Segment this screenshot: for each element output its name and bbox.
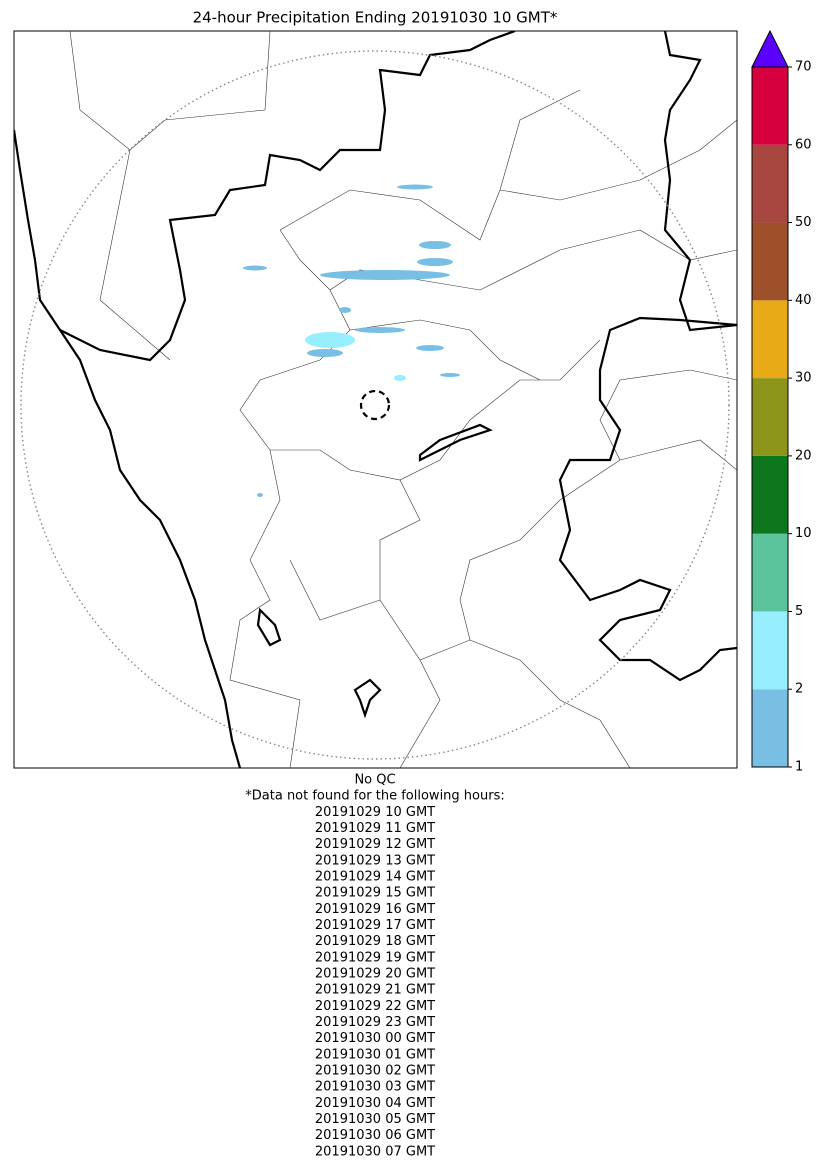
colorbar-segment <box>752 378 788 456</box>
colorbar: 1 2 5 10 20 30 40 50 60 70 <box>751 29 812 775</box>
colorbar-tick-label: 5 <box>795 604 803 619</box>
district-borders <box>69 31 737 768</box>
qc-note: No QC <box>354 773 395 788</box>
missing-hour: 20191029 15 GMT <box>315 886 435 901</box>
missing-hour: 20191029 13 GMT <box>315 853 435 868</box>
colorbar-tick-label: 2 <box>795 682 803 697</box>
missing-hour: 20191030 03 GMT <box>315 1080 435 1095</box>
colorbar-tick-label: 10 <box>795 526 812 541</box>
missing-hour: 20191029 22 GMT <box>315 999 435 1014</box>
missing-hour: 20191030 00 GMT <box>315 1031 435 1046</box>
colorbar-tick-label: 50 <box>795 215 812 230</box>
radar-site <box>359 389 391 421</box>
colorbar-segment <box>752 222 788 301</box>
colorbar-segment <box>752 300 788 379</box>
coastline <box>14 129 242 768</box>
missing-hour: 20191029 23 GMT <box>315 1015 435 1030</box>
footer: No QC*Data not found for the following h… <box>245 773 504 1160</box>
missing-hour: 20191029 14 GMT <box>315 870 435 885</box>
missing-hour: 20191029 21 GMT <box>315 983 435 998</box>
missing-hour: 20191029 10 GMT <box>315 805 435 820</box>
missing-hour: 20191030 02 GMT <box>315 1064 435 1079</box>
missing-hour: 20191029 16 GMT <box>315 902 435 917</box>
colorbar-tick-label: 40 <box>795 293 812 308</box>
radar-range <box>20 50 730 760</box>
missing-hour: 20191029 12 GMT <box>315 837 435 852</box>
colorbar-tick-label: 30 <box>795 371 812 386</box>
missing-hour: 20191030 06 GMT <box>315 1128 435 1143</box>
map-frame <box>13 30 738 769</box>
colorbar-tick-label: 70 <box>795 60 812 75</box>
state-borders <box>59 31 737 719</box>
missing-hour: 20191029 19 GMT <box>315 950 435 965</box>
map-title: 24-hour Precipitation Ending 20191030 10… <box>193 9 558 27</box>
colorbar-segment <box>752 611 788 690</box>
colorbar-segment <box>752 144 788 223</box>
missing-hour: 20191030 01 GMT <box>315 1047 435 1062</box>
map <box>13 30 738 769</box>
colorbar-segment <box>752 67 788 145</box>
colorbar-tick-label: 1 <box>795 760 803 775</box>
missing-hour: 20191029 17 GMT <box>315 918 435 933</box>
missing-hour: 20191029 18 GMT <box>315 934 435 949</box>
missing-hour: 20191029 20 GMT <box>315 967 435 982</box>
missing-hour: 20191030 04 GMT <box>315 1096 435 1111</box>
colorbar-extend <box>751 29 789 68</box>
colorbar-frame <box>751 66 789 768</box>
colorbar-segment <box>752 533 788 612</box>
missing-heading: *Data not found for the following hours: <box>245 789 504 804</box>
precipitation <box>243 184 460 497</box>
colorbar-segment <box>752 455 788 534</box>
colorbar-tick-label: 20 <box>795 448 812 463</box>
missing-hour: 20191030 07 GMT <box>315 1144 435 1159</box>
colorbar-segment <box>752 689 788 767</box>
missing-hour: 20191030 05 GMT <box>315 1112 435 1127</box>
colorbar-tick-label: 60 <box>795 137 812 152</box>
missing-hour: 20191029 11 GMT <box>315 821 435 836</box>
